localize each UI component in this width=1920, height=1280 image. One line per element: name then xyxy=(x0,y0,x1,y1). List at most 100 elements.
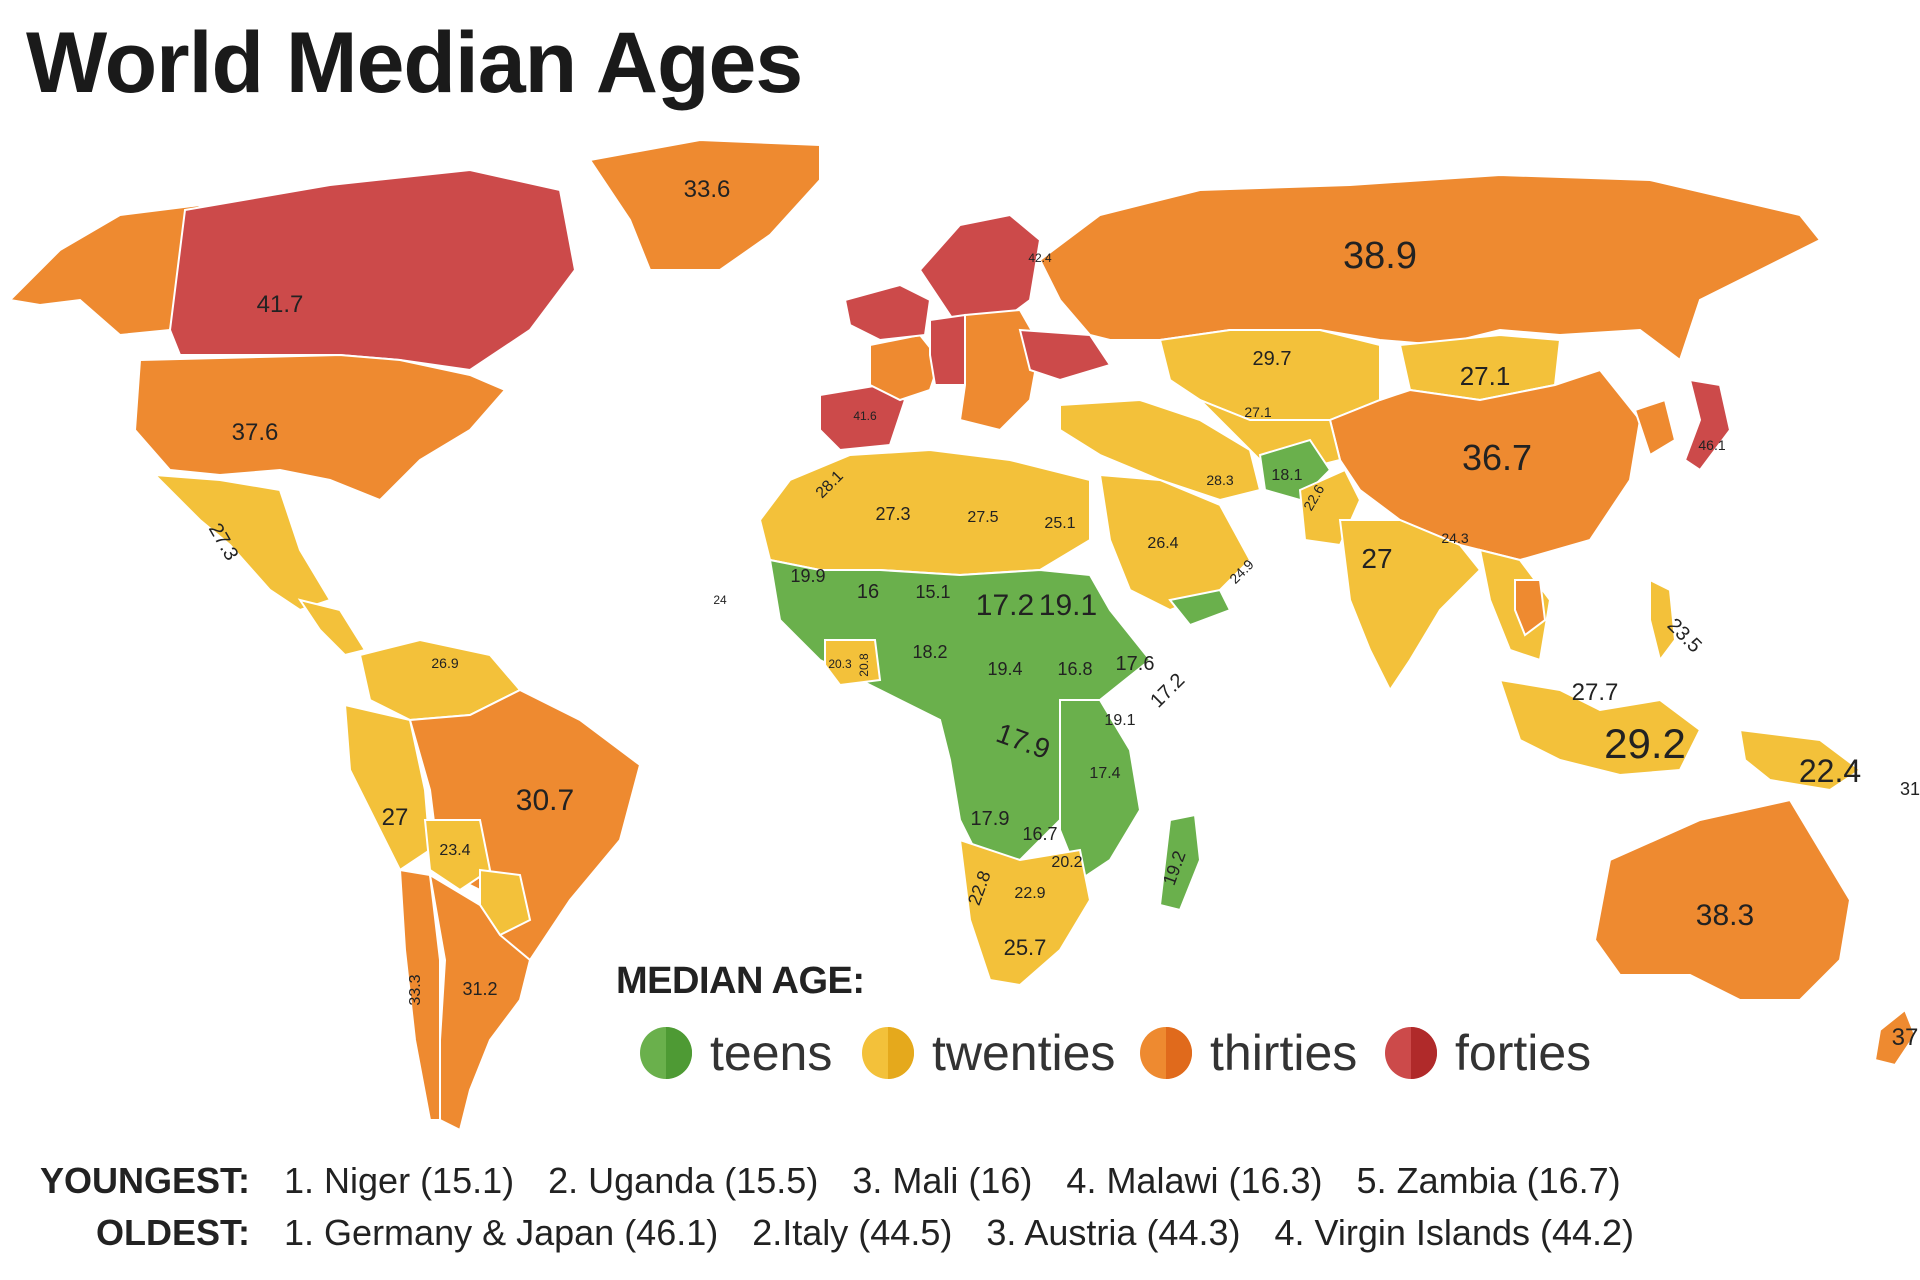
map-label: 19.4 xyxy=(987,659,1022,679)
map-label: 15.1 xyxy=(915,582,950,602)
thirties-swatch-icon xyxy=(1140,1027,1192,1079)
legend-item-twenties: twenties xyxy=(862,1018,1115,1088)
youngest-row: YOUNGEST: 1. Niger (15.1) 2. Uganda (15.… xyxy=(0,1160,1621,1202)
oldest-label: OLDEST: xyxy=(95,1212,250,1253)
map-label: 42.4 xyxy=(1028,251,1052,265)
map-label: 27.1 xyxy=(1460,361,1511,391)
country-mexico xyxy=(152,473,332,612)
oldest-item: 2.Italy (44.5) xyxy=(752,1212,953,1253)
map-label: 37 xyxy=(1892,1024,1919,1051)
oldest-item: 4. Virgin Islands (44.2) xyxy=(1274,1212,1635,1253)
country-scandinavia xyxy=(918,213,1042,331)
map-label: 31 xyxy=(1900,779,1920,799)
country-greenland xyxy=(588,138,821,271)
legend-label: teens xyxy=(710,1025,833,1081)
map-label: 27.5 xyxy=(967,509,998,526)
map-label: 27.1 xyxy=(1244,404,1271,420)
map-label: 24 xyxy=(713,593,727,607)
country-india xyxy=(1338,519,1482,692)
legend-item-thirties: thirties xyxy=(1140,1018,1357,1088)
country-thailand xyxy=(1514,579,1547,637)
country-west-africa-coast xyxy=(824,639,882,687)
map-label: 19.9 xyxy=(790,566,825,586)
map-label: 20.8 xyxy=(857,653,871,677)
map-label: 18.1 xyxy=(1271,467,1302,484)
country-korea xyxy=(1633,398,1677,457)
map-label: 36.7 xyxy=(1462,437,1532,478)
country-eastern-europe xyxy=(958,308,1042,432)
youngest-item: 5. Zambia (16.7) xyxy=(1356,1160,1621,1201)
twenties-swatch-icon xyxy=(862,1027,914,1079)
youngest-label: YOUNGEST: xyxy=(39,1160,250,1201)
country-paraguay xyxy=(479,868,532,937)
map-label: 19.1 xyxy=(1039,589,1097,622)
map-label: 22.9 xyxy=(1014,885,1045,902)
map-label: 24.3 xyxy=(1441,530,1468,546)
country-philippines xyxy=(1649,578,1677,663)
map-label: 27.3 xyxy=(875,504,910,524)
country-north-africa xyxy=(758,448,1091,577)
legend-title: MEDIAN AGE: xyxy=(616,960,865,1002)
map-label: 26.9 xyxy=(431,655,458,671)
country-turkey-iran xyxy=(1059,398,1262,502)
country-ukraine xyxy=(1018,328,1112,382)
country-western-europe xyxy=(843,283,932,342)
legend-item-teens: teens xyxy=(640,1018,832,1088)
youngest-item: 2. Uganda (15.5) xyxy=(548,1160,819,1201)
map-label: 17.4 xyxy=(1089,765,1120,782)
legend-label: thirties xyxy=(1210,1025,1358,1081)
country-canada xyxy=(168,168,577,372)
map-label: 46.1 xyxy=(1698,437,1725,453)
country-papua xyxy=(1738,728,1862,792)
map-label: 23.4 xyxy=(439,842,470,859)
country-madagascar xyxy=(1158,813,1202,912)
youngest-item: 4. Malawi (16.3) xyxy=(1066,1160,1323,1201)
map-label: 33.6 xyxy=(684,176,731,203)
map-label: 29.7 xyxy=(1253,348,1292,370)
country-indonesia xyxy=(1498,678,1702,777)
map-label: 25.7 xyxy=(1004,935,1047,960)
youngest-item: 1. Niger (15.1) xyxy=(284,1160,515,1201)
map-label: 25.1 xyxy=(1044,515,1075,532)
map-label: 16 xyxy=(857,581,879,603)
map-label: 27.7 xyxy=(1572,679,1619,706)
country-east-africa xyxy=(1059,699,1142,882)
legend-label: forties xyxy=(1455,1025,1592,1081)
oldest-item: 1. Germany & Japan (46.1) xyxy=(284,1212,719,1253)
map-label: 17.2 xyxy=(1146,669,1189,712)
youngest-item: 3. Mali (16) xyxy=(852,1160,1033,1201)
country-new-zealand xyxy=(1873,1008,1917,1067)
forties-swatch-icon xyxy=(1385,1027,1437,1079)
map-label: 20.3 xyxy=(828,657,852,671)
map-label: 28.3 xyxy=(1206,472,1233,488)
map-label: 27 xyxy=(382,804,409,831)
map-label: 16.7 xyxy=(1022,824,1057,844)
country-yemen xyxy=(1168,588,1232,627)
country-russia xyxy=(1038,173,1822,362)
teens-swatch-icon xyxy=(640,1027,692,1079)
map-label: 19.1 xyxy=(1104,712,1135,729)
map-label: 17.2 xyxy=(976,589,1034,622)
legend-item-forties: forties xyxy=(1385,1018,1591,1088)
country-usa xyxy=(133,353,507,502)
map-value-labels: 33.6 41.7 37.6 38.9 27.3 30.7 27 23.4 31… xyxy=(204,176,1920,1051)
country-australia xyxy=(1593,798,1852,1001)
map-label: 27 xyxy=(1361,543,1392,574)
map-label: 38.3 xyxy=(1696,899,1754,932)
map-label: 20.2 xyxy=(1051,854,1082,871)
map-label: 17.9 xyxy=(971,808,1010,830)
map-label: 37.6 xyxy=(232,419,279,446)
oldest-row: OLDEST: 1. Germany & Japan (46.1) 2.Ital… xyxy=(0,1212,1634,1254)
map-label: 18.2 xyxy=(912,642,947,662)
country-bolivia xyxy=(423,819,492,892)
map-label: 30.7 xyxy=(516,784,574,817)
map-label: 41.6 xyxy=(853,409,877,423)
map-label: 22.4 xyxy=(1799,753,1861,789)
oldest-item: 3. Austria (44.3) xyxy=(986,1212,1241,1253)
legend-label: twenties xyxy=(932,1025,1116,1081)
map-label: 33.3 xyxy=(407,974,424,1005)
map-title: World Median Ages xyxy=(26,15,803,111)
country-central-america xyxy=(297,598,367,657)
map-label: 29.2 xyxy=(1604,720,1686,767)
